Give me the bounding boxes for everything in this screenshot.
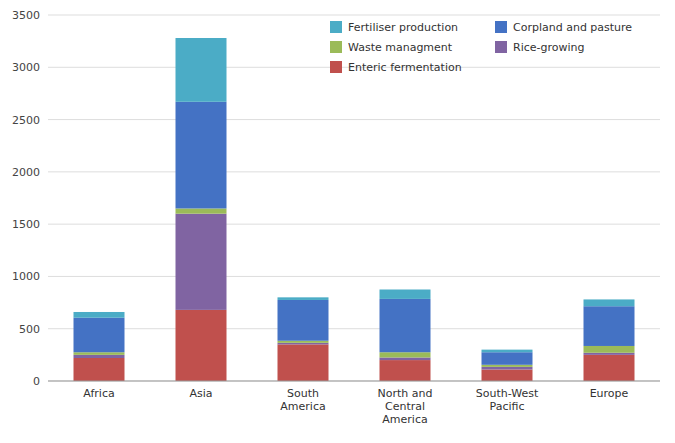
bar-segment (380, 299, 431, 352)
x-axis (48, 381, 660, 382)
x-tick-label: Europe (590, 387, 629, 400)
y-tick-label: 0 (33, 375, 40, 388)
grid-line (48, 276, 660, 277)
legend-label: Waste managment (348, 41, 453, 54)
y-tick-label: 3500 (12, 9, 40, 22)
grid-line (48, 224, 660, 225)
bar-segment (380, 352, 431, 357)
y-tick-label: 500 (19, 323, 40, 336)
bar-segment (74, 312, 125, 318)
bar-segment (278, 343, 329, 345)
grid-line (48, 171, 660, 172)
bar-segment (74, 352, 125, 355)
grid-line (48, 381, 660, 382)
legend: Fertiliser production Corpland and pastur… (330, 21, 632, 74)
bar-segment (584, 346, 635, 353)
bar-segment (74, 318, 125, 353)
bar-segment (74, 355, 125, 358)
bar-segment (380, 360, 431, 381)
bar-segment (584, 299, 635, 306)
bar-segment (482, 365, 533, 367)
bar-segment (176, 208, 227, 213)
x-tick-label: South-WestPacific (476, 387, 539, 413)
bar-segment (278, 300, 329, 341)
bar-segment (278, 344, 329, 381)
x-tick-label: North andCentralAmerica (378, 387, 433, 426)
bar-segment (380, 357, 431, 360)
legend-swatch (330, 61, 342, 73)
y-tick-label: 2500 (12, 114, 40, 127)
bar-segment (278, 341, 329, 343)
legend-label: Corpland and pasture (513, 21, 632, 34)
x-tick-label: Africa (83, 387, 114, 400)
grid (48, 15, 660, 381)
bar-segment (176, 214, 227, 310)
chart: 0 500 1000 1500 2000 2500 3000 3500 Africa Asia So… (0, 0, 675, 443)
bar-segment (584, 306, 635, 346)
bar-segment (584, 353, 635, 355)
legend-swatch (495, 41, 507, 53)
y-tick-label: 1000 (12, 270, 40, 283)
legend-label: Rice-growing (513, 41, 584, 54)
bar-segment (482, 369, 533, 381)
bar-segment (482, 367, 533, 370)
bar-segment (278, 297, 329, 300)
x-tick-label: Asia (189, 387, 212, 400)
y-tick-label: 3000 (12, 61, 40, 74)
grid-line (48, 119, 660, 120)
grid-line (48, 328, 660, 329)
legend-swatch (330, 21, 342, 33)
legend-swatch (495, 21, 507, 33)
y-tick-label: 1500 (12, 218, 40, 231)
bar-segment (482, 352, 533, 365)
bar-segment (176, 102, 227, 209)
bar-segment (74, 358, 125, 381)
legend-swatch (330, 41, 342, 53)
bar-segment (176, 38, 227, 102)
bars (74, 38, 635, 381)
x-tick-label: SouthAmerica (280, 387, 325, 413)
y-tick-label: 2000 (12, 166, 40, 179)
legend-label: Fertiliser production (348, 21, 458, 34)
grid-line (48, 15, 660, 16)
bar-segment (380, 290, 431, 299)
legend-label: Enteric fermentation (348, 61, 462, 74)
bar-segment (482, 350, 533, 353)
bar-segment (584, 355, 635, 381)
bar-segment (176, 310, 227, 381)
